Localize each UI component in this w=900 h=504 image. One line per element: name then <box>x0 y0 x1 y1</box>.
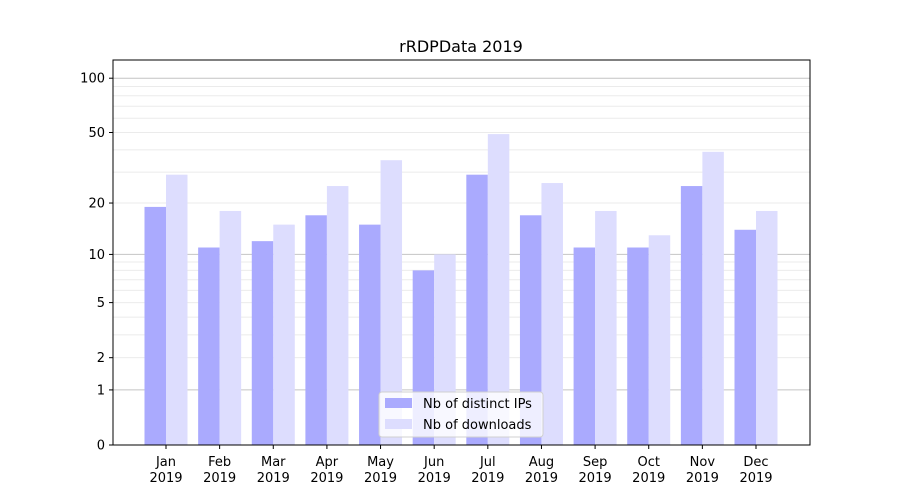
y-tick-label: 1 <box>97 383 105 398</box>
legend-swatch <box>385 419 412 429</box>
bar-downloads <box>487 134 510 445</box>
x-tick-label: 2019 <box>203 471 236 486</box>
bar-distinct-ips <box>466 174 488 445</box>
bar-distinct-ips <box>680 186 703 445</box>
bar-distinct-ips <box>144 206 166 445</box>
bar-distinct-ips <box>519 215 542 445</box>
bar-downloads <box>648 235 671 445</box>
bar-distinct-ips <box>305 215 327 445</box>
bar-downloads <box>273 224 295 445</box>
x-tick-label: Sep <box>583 455 608 470</box>
bar-downloads <box>702 151 724 445</box>
y-tick-label: 20 <box>88 197 105 212</box>
bar-distinct-ips <box>627 247 649 445</box>
x-tick-label: May <box>367 455 394 470</box>
x-tick-label: Oct <box>637 455 659 470</box>
y-tick-label: 5 <box>97 296 105 311</box>
bar-distinct-ips <box>359 224 381 445</box>
x-tick-label: 2019 <box>471 471 504 486</box>
x-tick-label: 2019 <box>686 471 719 486</box>
x-tick-label: Jan <box>155 455 176 470</box>
x-tick-label: Feb <box>208 455 231 470</box>
x-tick-label: Apr <box>316 455 339 470</box>
x-tick-label: 2019 <box>739 471 772 486</box>
legend-label: Nb of distinct IPs <box>423 397 532 412</box>
bar-downloads <box>595 210 617 445</box>
x-tick-label: Nov <box>690 455 716 470</box>
x-tick-label: 2019 <box>257 471 290 486</box>
legend-label: Nb of downloads <box>423 418 532 433</box>
axes-frame <box>112 59 811 446</box>
bar-downloads <box>541 183 563 445</box>
legend: Nb of distinct IPs Nb of downloads <box>378 391 544 438</box>
bar-downloads <box>380 160 403 446</box>
x-tick-label: Dec <box>743 455 768 470</box>
x-tick-label: Mar <box>261 455 286 470</box>
x-tick-label: 2019 <box>632 471 665 486</box>
x-tick-label: 2019 <box>149 471 182 486</box>
y-tick-label: 0 <box>97 439 105 454</box>
y-tick-label: 2 <box>97 351 105 366</box>
x-tick-label: 2019 <box>310 471 343 486</box>
x-tick-label: Jun <box>423 455 444 470</box>
bar-distinct-ips <box>734 229 756 445</box>
bar-distinct-ips <box>573 247 596 445</box>
x-tick-label: Jul <box>479 455 496 470</box>
legend-swatch <box>385 398 412 408</box>
bar-downloads <box>326 186 349 445</box>
x-tick-label: 2019 <box>579 471 612 486</box>
x-tick-label: 2019 <box>364 471 397 486</box>
bar-downloads <box>756 210 778 445</box>
x-tick-label: 2019 <box>418 471 451 486</box>
y-tick-label: 50 <box>88 126 105 141</box>
legend-box <box>378 391 544 438</box>
chart-title: rRDPData 2019 <box>399 37 523 56</box>
x-tick-label: 2019 <box>525 471 558 486</box>
bar-downloads <box>166 174 188 445</box>
y-tick-label: 10 <box>88 248 105 263</box>
bar-distinct-ips <box>198 247 220 445</box>
x-tick-label: Aug <box>529 455 554 470</box>
y-tick-label: 100 <box>80 72 105 87</box>
bar-downloads <box>219 210 242 445</box>
bar-distinct-ips <box>251 241 274 445</box>
